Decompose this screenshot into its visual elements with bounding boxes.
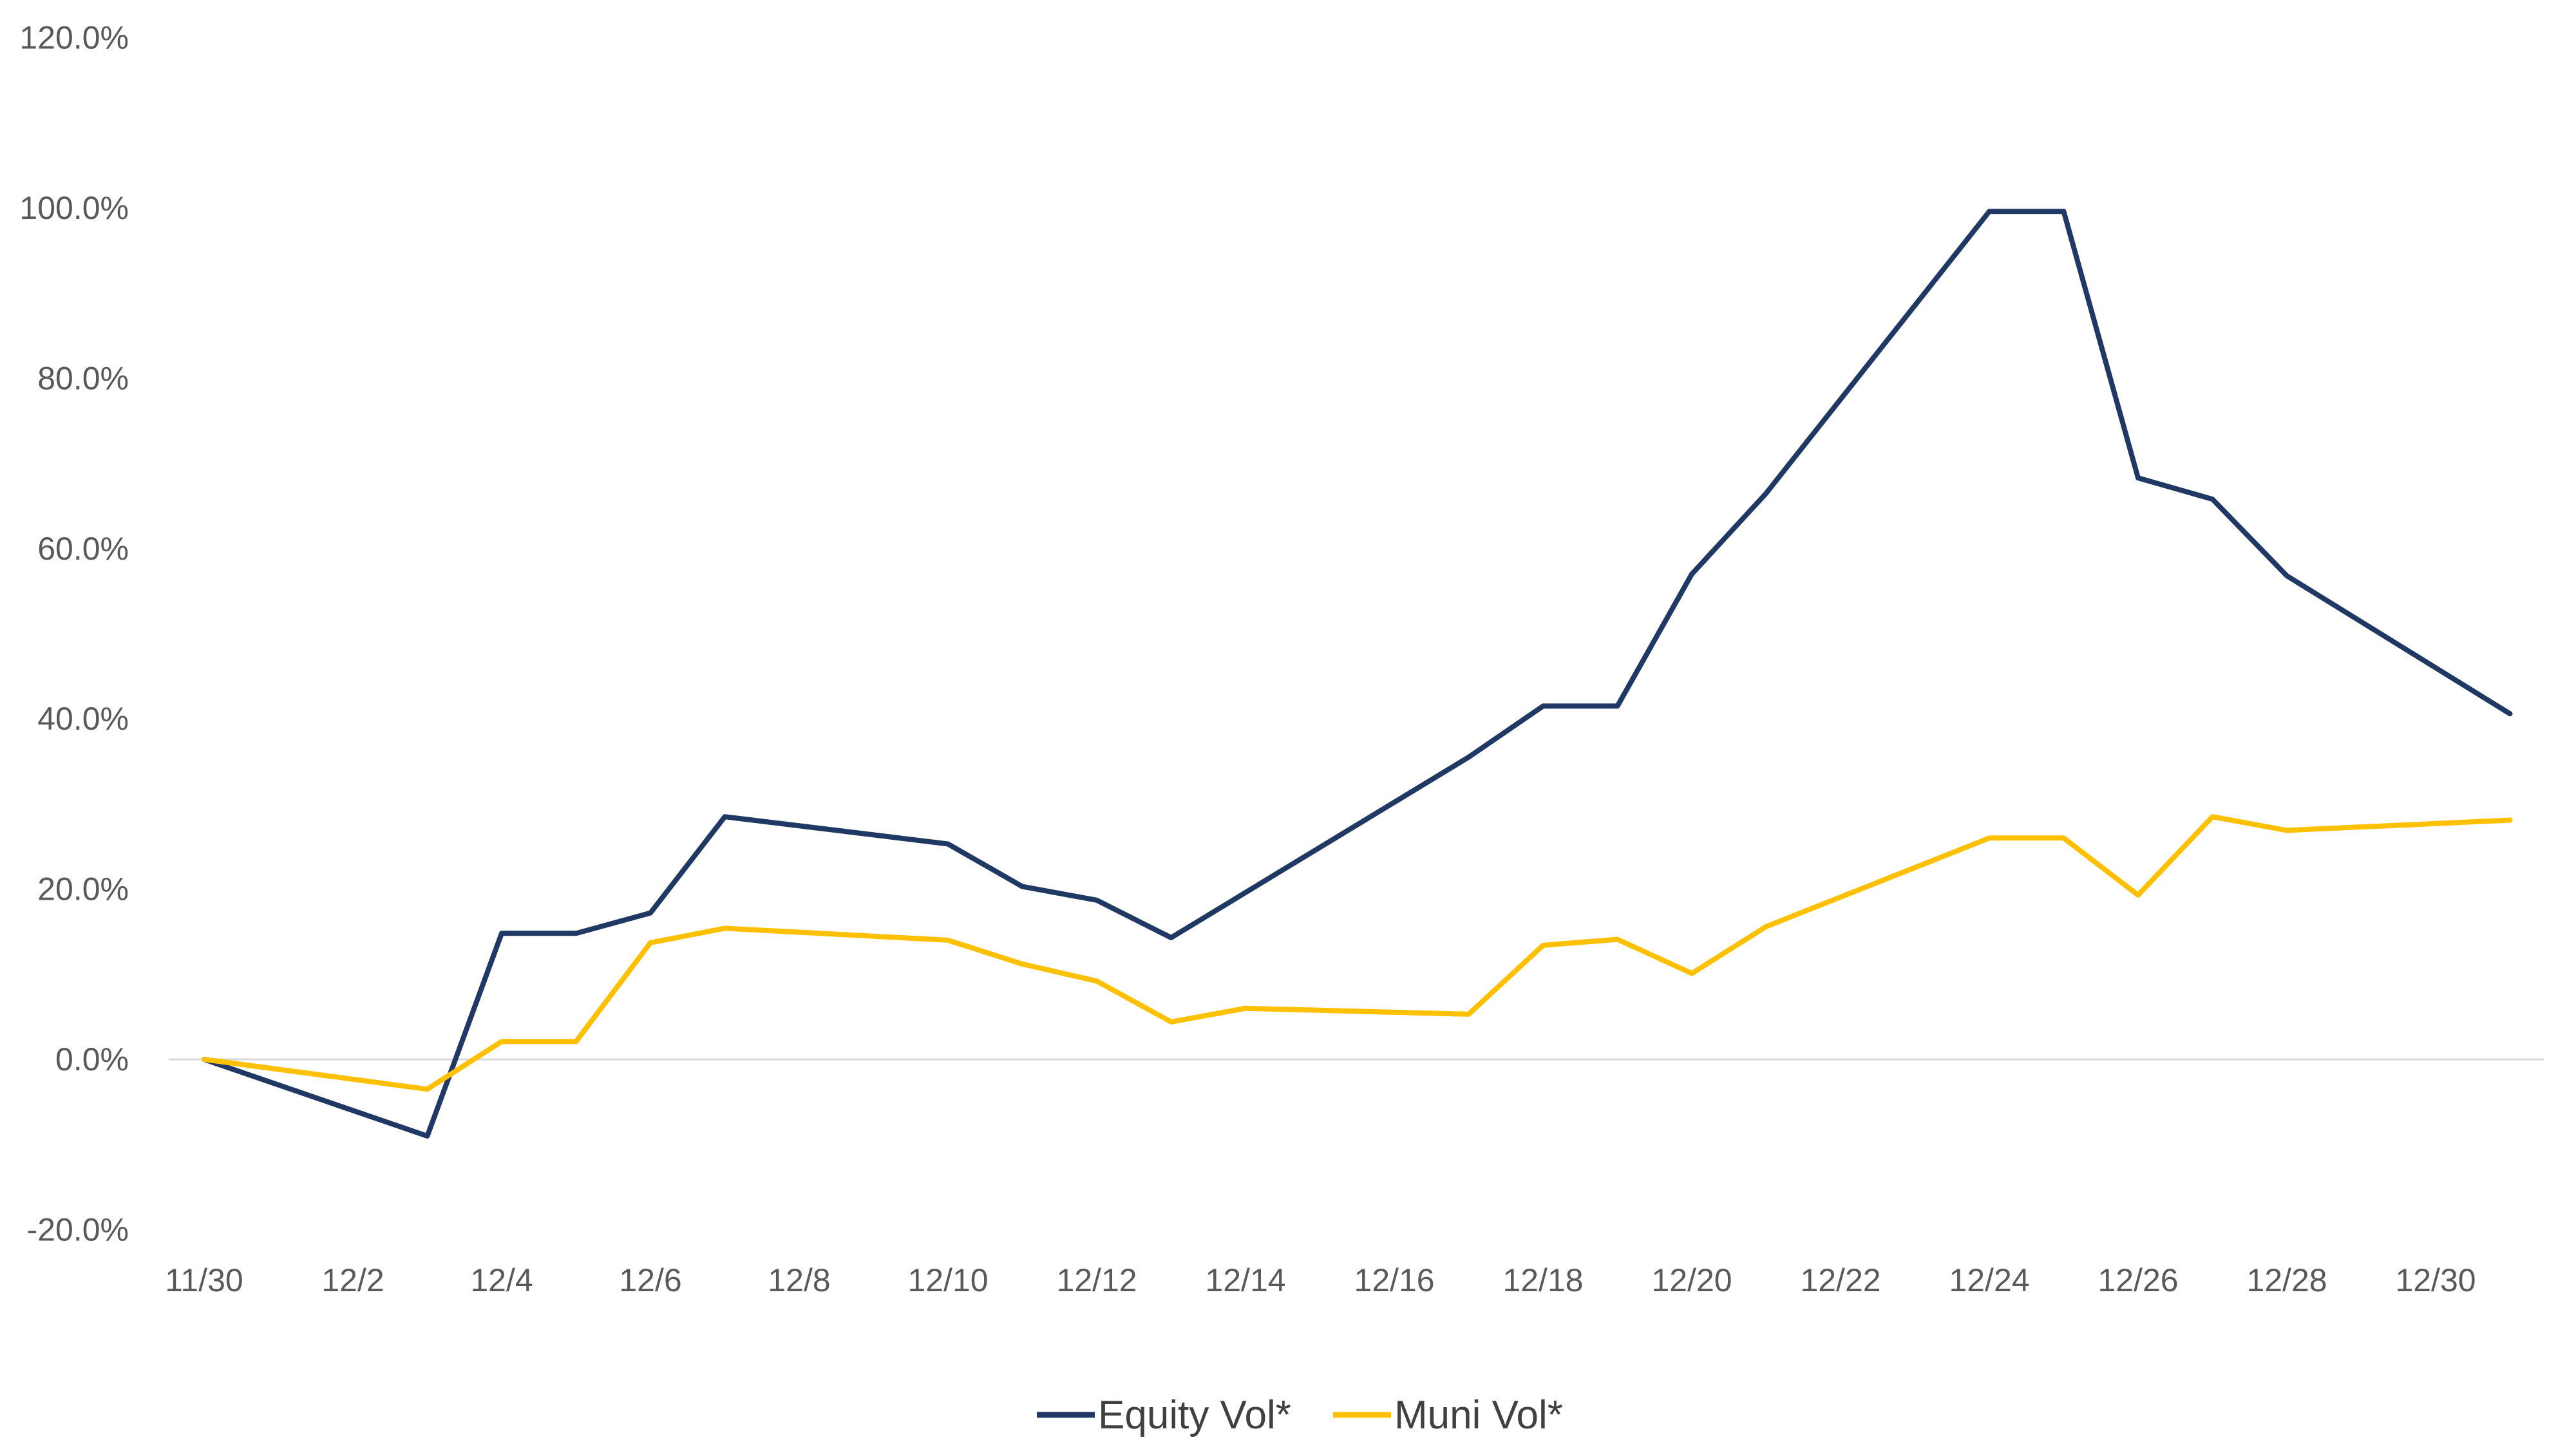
y-tick-label: 120.0% <box>19 20 129 56</box>
y-tick-label: 20.0% <box>37 871 129 907</box>
y-tick-label: 40.0% <box>37 701 129 737</box>
legend-label-equity: Equity Vol* <box>1098 1393 1291 1437</box>
legend-label-muni: Muni Vol* <box>1394 1393 1563 1437</box>
x-tick-label: 12/12 <box>1056 1262 1137 1298</box>
legend-entry-muni[interactable]: Muni Vol* <box>1333 1393 1563 1437</box>
y-tick-label: 0.0% <box>55 1041 129 1077</box>
x-axis: 11/30 12/2 12/4 12/6 12/8 12/10 12/12 12/14 12/1… <box>165 1262 2476 1298</box>
x-tick-label: 12/24 <box>1949 1262 2029 1298</box>
y-axis: -20.0% 0.0% 20.0% 40.0% 60.0% 80.0% 100.0% 120.… <box>19 20 129 1248</box>
series-layer <box>202 209 2513 1139</box>
x-tick-label: 12/2 <box>321 1262 384 1298</box>
y-tick-label: -20.0% <box>27 1211 129 1247</box>
x-tick-label: 12/20 <box>1651 1262 1732 1298</box>
x-tick-label: 12/22 <box>1800 1262 1880 1298</box>
series-line-equity-vol[interactable] <box>202 209 2513 1139</box>
x-tick-label: 12/28 <box>2246 1262 2327 1298</box>
x-tick-label: 12/18 <box>1502 1262 1583 1298</box>
y-tick-label: 80.0% <box>37 360 129 396</box>
legend-entry-equity[interactable]: Equity Vol* <box>1037 1393 1291 1437</box>
x-tick-label: 12/8 <box>768 1262 830 1298</box>
x-tick-label: 11/30 <box>165 1262 243 1298</box>
y-tick-label: 60.0% <box>37 531 129 567</box>
x-tick-label: 12/30 <box>2395 1262 2476 1298</box>
x-tick-label: 12/14 <box>1205 1262 1285 1298</box>
x-tick-label: 12/10 <box>907 1262 988 1298</box>
series-line-muni-vol[interactable] <box>202 814 2513 1092</box>
x-tick-label: 12/16 <box>1354 1262 1434 1298</box>
x-tick-label: 12/6 <box>619 1262 681 1298</box>
y-tick-label: 100.0% <box>19 190 129 226</box>
x-tick-label: 12/4 <box>470 1262 533 1298</box>
legend: Equity Vol* Muni Vol* <box>1037 1393 1563 1437</box>
x-tick-label: 12/26 <box>2098 1262 2178 1298</box>
